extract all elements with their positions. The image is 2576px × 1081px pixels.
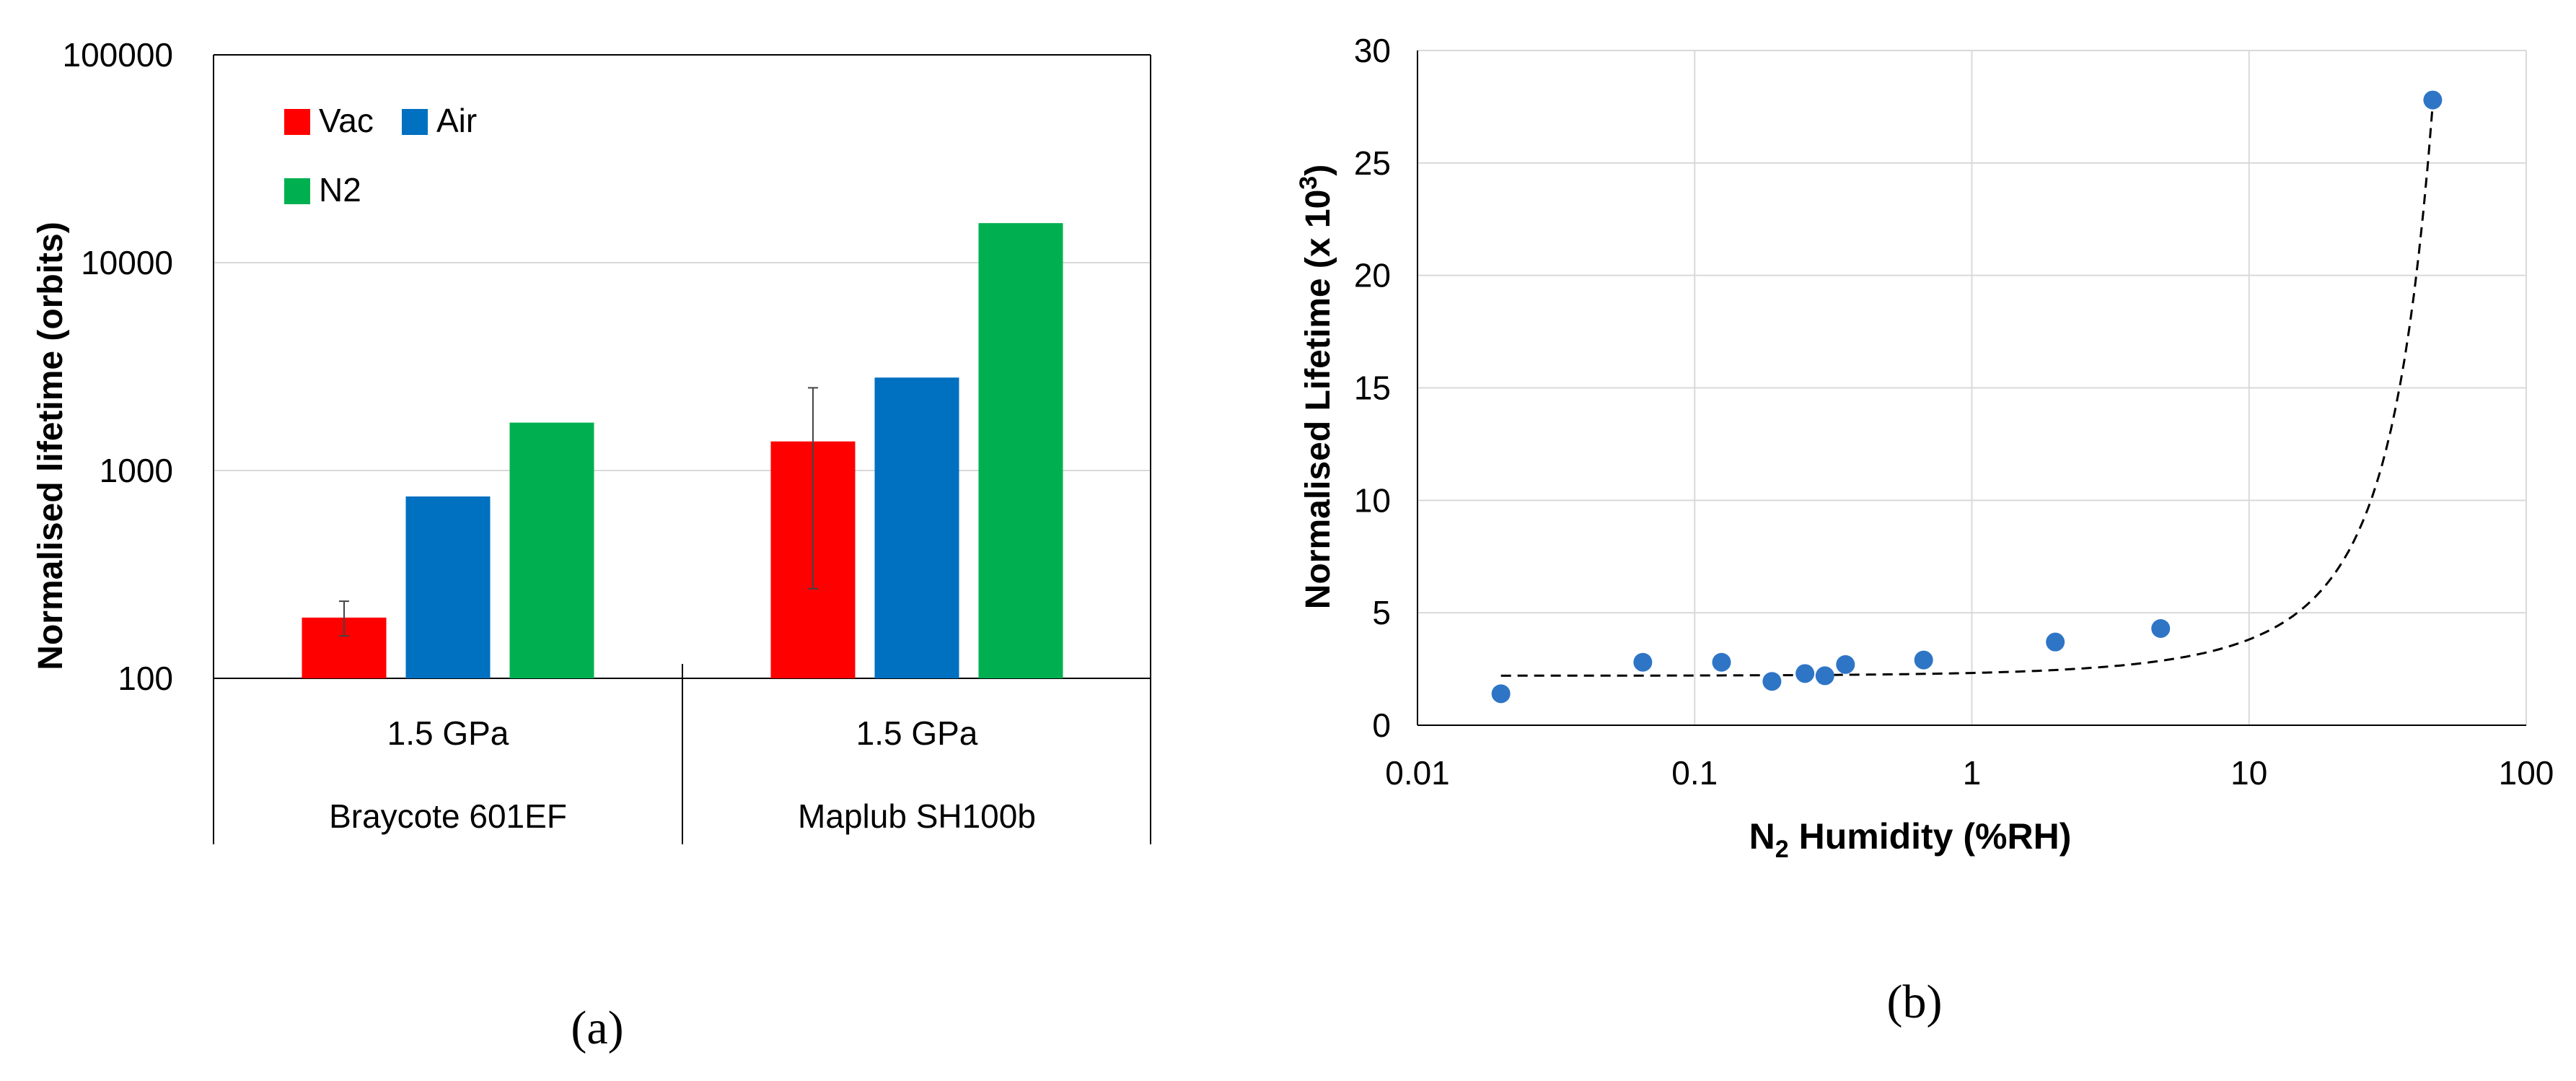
b-y-tick-label: 5 [1372, 594, 1391, 631]
bar-n2-group-2 [978, 223, 1063, 679]
a-y-tick-label: 1000 [100, 452, 173, 489]
legend-swatch-vac [284, 109, 310, 135]
legend-swatch-air [402, 109, 428, 135]
b-y-tick-label: 20 [1354, 257, 1391, 294]
b-data-point [1914, 650, 1933, 670]
b-data-point [1633, 652, 1653, 672]
panel-b: 0.01 0.1 1 10 100 0 5 10 15 20 25 30 N2 Humidity (… [1295, 32, 2554, 1028]
a-group-label: Maplub SH100b [798, 797, 1036, 835]
b-y-tick-label: 0 [1372, 706, 1391, 744]
a-group-sub-label: 1.5 GPa [387, 714, 509, 752]
a-y-tick-label: 100 [118, 660, 173, 697]
b-x-axis-label: N2 Humidity (%RH) [1749, 816, 2072, 863]
b-y-axis-label: Normalised Lifetime (x 103) [1295, 165, 1337, 609]
b-x-axis-label-rest: Humidity (%RH) [1789, 816, 2072, 857]
legend-swatch-n2 [284, 178, 310, 204]
a-group-sub-label: 1.5 GPa [856, 714, 978, 752]
a-y-tick-labels: 100 1000 10000 100000 [63, 36, 174, 697]
a-y-axis-label: Normalised lifetime (orbits) [32, 222, 70, 670]
b-y-tick-label: 30 [1354, 32, 1391, 69]
b-x-tick-label: 1 [1963, 754, 1982, 792]
panel-label-b: (b) [1887, 976, 1943, 1028]
b-data-point [2046, 632, 2065, 652]
b-y-axis-label-sup: 3 [1295, 176, 1322, 190]
b-x-tick-label: 100 [2499, 754, 2554, 792]
b-y-axis-label-end: ) [1299, 165, 1337, 176]
panel-label-a: (a) [571, 1002, 623, 1054]
b-data-point [1795, 664, 1815, 683]
b-data-point [1762, 672, 1782, 691]
b-trendline [1500, 104, 2434, 677]
b-x-tick-labels: 0.01 0.1 1 10 100 [1385, 754, 2554, 792]
b-y-tick-label: 10 [1354, 481, 1391, 519]
b-y-axis-label-main: Normalised Lifetime (x 10 [1299, 190, 1337, 610]
legend-label-air: Air [436, 102, 477, 139]
b-gridlines [1417, 50, 2527, 725]
b-x-axis-label-main: N [1749, 816, 1775, 857]
b-y-tick-labels: 0 5 10 15 20 25 30 [1354, 32, 1391, 744]
b-data-point [1712, 652, 1731, 672]
b-data-points [1491, 90, 2443, 704]
a-y-tick-label: 100000 [63, 36, 174, 74]
bar-air-group-1 [405, 496, 491, 678]
b-y-tick-label: 15 [1354, 369, 1391, 407]
bar-air-group-2 [874, 377, 959, 678]
b-x-tick-label: 10 [2230, 754, 2267, 792]
bar-n2-group-1 [509, 422, 594, 678]
b-y-tick-label: 25 [1354, 144, 1391, 182]
a-group-label: Braycote 601EF [329, 797, 567, 835]
b-data-point [1815, 666, 1834, 686]
a-legend: Vac Air N2 [284, 102, 477, 209]
b-data-point [1491, 684, 1511, 704]
legend-label-n2: N2 [319, 171, 361, 209]
b-x-tick-label: 0.1 [1671, 754, 1718, 792]
b-data-point [2151, 618, 2171, 638]
a-y-tick-label: 10000 [81, 244, 173, 281]
b-data-point [1836, 655, 1855, 674]
a-error-bars [339, 387, 818, 637]
b-data-point [2423, 90, 2443, 110]
b-x-tick-label: 0.01 [1385, 754, 1450, 792]
legend-label-vac: Vac [319, 102, 374, 139]
panel-a: 100 1000 10000 100000 1.5 GPa Braycote 601EF… [32, 36, 1151, 1054]
a-category-labels: 1.5 GPa Braycote 601EF 1.5 GPa Maplub SH100… [329, 714, 1036, 835]
b-x-axis-label-sub: 2 [1775, 836, 1789, 863]
